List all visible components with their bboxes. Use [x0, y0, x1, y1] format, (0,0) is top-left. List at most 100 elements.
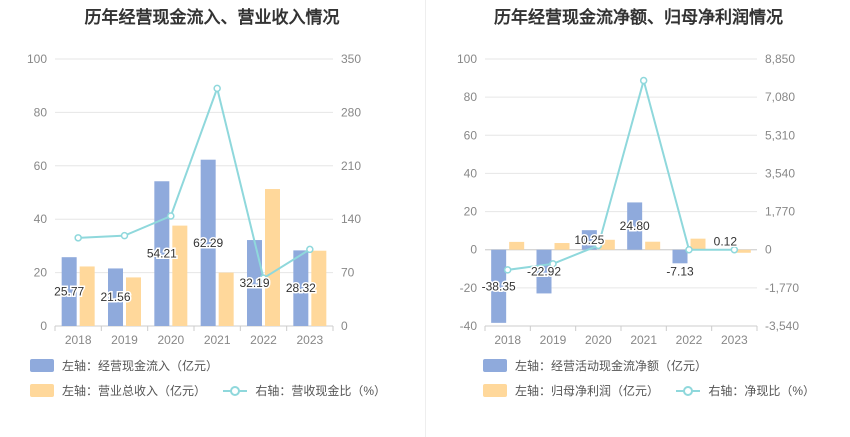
- bar-series-2: [509, 241, 525, 250]
- y-left-tick-label: 100: [457, 52, 477, 66]
- y-left-tick-label: 0: [40, 319, 47, 333]
- bar-series-2: [79, 266, 95, 326]
- legend-label: 右轴：净现比（%）: [708, 384, 816, 398]
- bar-series-2: [690, 238, 706, 250]
- bar-series-1: [627, 202, 643, 250]
- x-tick-label: 2020: [157, 333, 184, 347]
- bar-series-2: [645, 241, 661, 250]
- y-left-tick-label: 80: [34, 105, 48, 119]
- legend-row-2: 左轴：归母净利润（亿元） 右轴：净现比（%）: [483, 382, 829, 400]
- y-right-tick-label: 70: [341, 266, 355, 280]
- y-right-tick-label: 5,310: [765, 128, 795, 142]
- line-point: [594, 241, 603, 250]
- bar-series-2: [599, 239, 615, 250]
- bar-series-2: [265, 189, 280, 326]
- x-tick-label: 2022: [676, 333, 703, 347]
- line-point: [685, 245, 693, 254]
- y-right-tick-label: 8,850: [765, 52, 795, 66]
- x-tick-label: 2021: [630, 333, 657, 347]
- y-left-tick-label: 60: [464, 128, 478, 142]
- x-tick-label: 2022: [250, 333, 277, 347]
- line-series: [78, 84, 311, 280]
- legend-item[interactable]: 左轴：经营现金流入（亿元）: [30, 357, 218, 374]
- y-right-tick-label: 350: [341, 52, 361, 66]
- legend-label: 左轴：经营现金流入（亿元）: [62, 359, 219, 373]
- legend-label: 左轴：营业总收入（亿元）: [62, 384, 207, 398]
- bar-series-1: [581, 230, 597, 250]
- line-point: [120, 231, 129, 240]
- legend-swatch: [483, 384, 507, 397]
- y-right-tick-label: 0: [765, 243, 772, 257]
- bar-series-2: [311, 250, 327, 326]
- bar-data-label: 0.12: [714, 234, 738, 248]
- bar-series-2: [172, 225, 188, 326]
- legend-label: 右轴：营收现金比（%）: [255, 384, 387, 398]
- bar-data-label: 24.80: [620, 219, 650, 233]
- line-point: [639, 76, 648, 85]
- legend-swatch: [483, 359, 507, 372]
- legend-item[interactable]: 右轴：净现比（%）: [676, 382, 815, 399]
- legend-label: 左轴：经营活动现金流净额（亿元）: [515, 359, 708, 373]
- y-left-tick-label: 40: [34, 212, 48, 226]
- bar-series-1: [61, 257, 77, 326]
- bar-data-label: 28.32: [286, 281, 316, 295]
- bar-series-1: [200, 159, 216, 326]
- x-tick-label: 2018: [65, 333, 92, 347]
- y-left-tick-label: -20: [460, 281, 478, 295]
- legend-row-1: 左轴：经营现金流入（亿元）: [30, 357, 232, 375]
- legend-item[interactable]: 左轴：营业总收入（亿元）: [30, 382, 206, 399]
- line-point: [74, 234, 82, 242]
- bar-data-label: 10.25: [574, 233, 604, 247]
- y-left-tick-label: -40: [460, 319, 478, 333]
- line-point: [306, 245, 314, 254]
- x-tick-label: 2023: [721, 333, 748, 347]
- bar-series-1: [536, 249, 552, 294]
- bar-data-label: 32.19: [239, 276, 269, 290]
- x-tick-label: 2021: [204, 333, 231, 347]
- x-tick-label: 2023: [296, 333, 323, 347]
- bar-data-label: 54.21: [147, 247, 177, 261]
- x-tick-label: 2019: [111, 333, 138, 347]
- y-right-tick-label: 1,770: [765, 205, 795, 219]
- bar-series-2: [554, 243, 570, 250]
- legend-item[interactable]: 右轴：营收现金比（%）: [223, 382, 386, 399]
- y-right-tick-label: 3,540: [765, 166, 795, 180]
- y-left-tick-label: 100: [27, 52, 47, 66]
- chart-plot-area: 0 20 40 60 80 100 0 70 140 210 280 350 2018 2019 2020 2…: [27, 52, 361, 347]
- bar-data-label: -7.13: [666, 264, 694, 278]
- bar-data-label: 21.56: [100, 290, 130, 304]
- legend-row-1: 左轴：经营活动现金流净额（亿元）: [483, 357, 721, 375]
- x-tick-label: 2019: [540, 333, 567, 347]
- y-left-tick-label: 20: [464, 205, 478, 219]
- line-point: [213, 84, 221, 93]
- y-right-tick-label: 0: [341, 319, 348, 333]
- line-series: [507, 76, 735, 271]
- bar-data-label: -38.35: [482, 279, 516, 293]
- bar-series-1: [247, 240, 262, 326]
- chart-title: 历年经营现金流净额、归母净利润情况: [494, 8, 783, 27]
- bar-series-1: [293, 250, 309, 326]
- line-point: [167, 212, 175, 220]
- chart-title: 历年经营现金流入、营业收入情况: [84, 8, 340, 27]
- y-left-tick-label: 60: [34, 159, 48, 173]
- line-point: [730, 245, 739, 254]
- chart-panel-right: 历年经营现金流净额、归母净利润情况 -40 -20 0 20 40 60 80 100 -3,5…: [427, 0, 850, 437]
- legend-line-marker: [676, 384, 701, 397]
- legend-swatch: [30, 384, 54, 397]
- bar-series-1: [108, 268, 123, 326]
- legend-line-marker: [223, 384, 248, 397]
- y-right-tick-label: 210: [341, 159, 361, 173]
- bar-data-label: -22.92: [527, 265, 561, 279]
- bar-data-label: 62.29: [193, 236, 223, 250]
- legend-item[interactable]: 左轴：归母净利润（亿元）: [483, 382, 659, 399]
- line-point: [549, 260, 557, 268]
- y-left-tick-label: 40: [464, 166, 478, 180]
- bar-series-1: [491, 249, 507, 323]
- legend-swatch: [30, 359, 54, 372]
- legend-item[interactable]: 左轴：经营活动现金流净额（亿元）: [483, 357, 707, 374]
- chart-panel-left: 历年经营现金流入、营业收入情况 0 20 40 60 80 100 0 70 140 210 280…: [0, 0, 424, 437]
- bar-data-label: 25.77: [54, 285, 84, 299]
- bar-series-2: [735, 249, 751, 253]
- y-right-tick-label: 280: [341, 105, 361, 119]
- y-right-tick-label: -1,770: [765, 281, 799, 295]
